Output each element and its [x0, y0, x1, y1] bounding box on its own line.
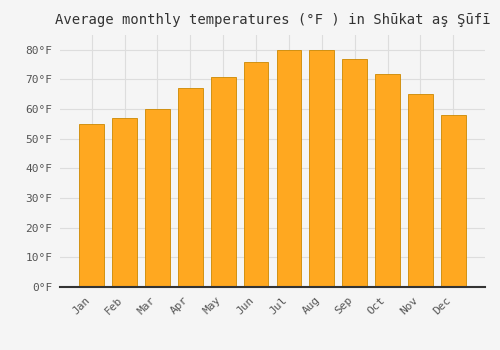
Bar	[80, 124, 104, 287]
Bar	[112, 118, 137, 287]
Bar	[178, 88, 203, 287]
Bar	[145, 109, 170, 287]
Bar	[310, 50, 334, 287]
Bar	[441, 115, 466, 287]
Bar	[342, 59, 367, 287]
Bar	[211, 77, 236, 287]
Bar	[244, 62, 268, 287]
Title: Average monthly temperatures (°F ) in Shūkat aş Şūfī: Average monthly temperatures (°F ) in Sh…	[55, 13, 490, 27]
Bar	[408, 94, 433, 287]
Bar	[276, 50, 301, 287]
Bar	[376, 74, 400, 287]
